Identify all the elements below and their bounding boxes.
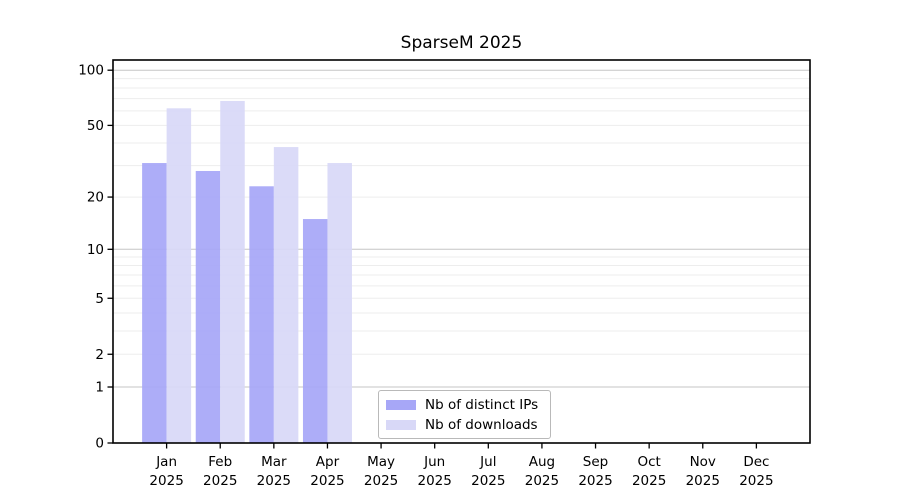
x-tick-label-year: 2025 [418,473,452,489]
bar-downloads [166,108,192,443]
x-tick-label-year: 2025 [310,473,344,489]
x-tick-label-month: Nov [690,454,716,470]
x-tick-label-year: 2025 [257,473,291,489]
x-tick-label-year: 2025 [525,473,559,489]
x-tick-label-year: 2025 [632,473,666,489]
bar-distinct-ips [195,170,221,443]
x-tick-label-month: Dec [743,454,769,470]
bar-distinct-ips [302,219,328,443]
y-tick-label: 0 [95,436,104,452]
bar-distinct-ips [142,163,167,444]
legend-item-downloads: Nb of downloads [386,416,538,433]
y-tick-label: 10 [87,242,104,258]
x-tick-label-month: Jul [479,454,496,470]
y-tick-label: 100 [78,63,104,79]
chart-legend: Nb of distinct IPs Nb of downloads [378,390,552,439]
x-tick-label-year: 2025 [739,473,773,489]
x-tick-label-month: Jun [423,454,445,470]
bar-downloads [220,100,245,443]
x-tick-label-year: 2025 [471,473,505,489]
x-tick-label-month: May [367,454,395,470]
y-tick-label: 50 [87,118,104,134]
legend-item-distinct-ips: Nb of distinct IPs [386,396,538,413]
legend-label-downloads: Nb of downloads [425,416,538,433]
y-tick-label: 2 [95,347,104,363]
x-tick-label-month: Oct [637,454,660,470]
x-tick-label-month: Apr [316,454,340,470]
x-tick-label-month: Aug [529,454,555,470]
x-tick-label-month: Sep [583,454,608,470]
bar-downloads [273,147,299,443]
chart-title: SparseM 2025 [400,33,523,53]
legend-label-distinct-ips: Nb of distinct IPs [425,396,539,413]
x-tick-label-year: 2025 [686,473,720,489]
x-tick-label-month: Feb [208,454,232,470]
legend-swatch-downloads [386,419,416,430]
x-tick-label-month: Jan [155,454,177,470]
x-tick-label-year: 2025 [203,473,237,489]
bar-downloads [327,163,352,444]
x-tick-label-year: 2025 [578,473,612,489]
y-tick-label: 1 [95,380,104,396]
x-tick-label-year: 2025 [149,473,183,489]
x-tick-label-month: Mar [261,454,287,470]
y-tick-label: 5 [95,291,104,307]
x-tick-label-year: 2025 [364,473,398,489]
y-tick-label: 20 [87,190,104,206]
bar-distinct-ips [249,186,274,443]
plot-frame [112,59,811,444]
legend-swatch-distinct-ips [386,399,416,410]
